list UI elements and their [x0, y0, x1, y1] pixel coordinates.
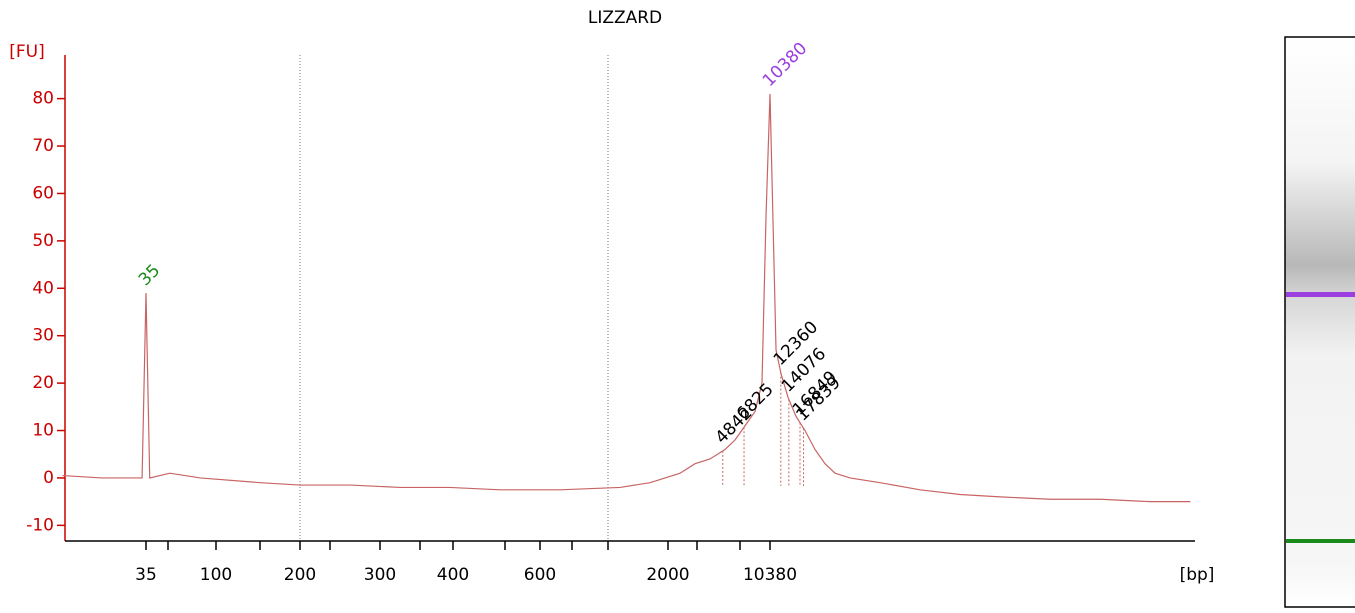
chart-title: LIZZARD — [588, 8, 662, 28]
x-tick-label: 200 — [284, 565, 316, 585]
x-tick-label: 300 — [364, 565, 396, 585]
minor-ticks — [167, 541, 741, 550]
x-tick-label: 400 — [437, 565, 469, 585]
gel-band — [1286, 292, 1355, 297]
x-tick-label: 35 — [135, 565, 157, 585]
y-tick-label: 50 — [32, 231, 54, 251]
y-tick-label: 60 — [32, 183, 54, 203]
y-tick-label: -10 — [26, 515, 54, 535]
y-tick-label: 0 — [43, 468, 54, 488]
trace — [62, 93, 1191, 503]
y-tick-label: 40 — [32, 278, 54, 298]
peak-label: 10380 — [759, 39, 811, 91]
y-tick-label: 30 — [32, 326, 54, 346]
peak-label: 35 — [135, 261, 164, 290]
y-tick-label: 80 — [32, 89, 54, 109]
y-axis-label: [FU] — [9, 42, 45, 62]
x-tick-label: 2000 — [646, 565, 689, 585]
y-tick-label: 10 — [32, 421, 54, 441]
gel-lane — [1284, 36, 1355, 608]
y-tick-label: 70 — [32, 136, 54, 156]
x-axis-label: [bp] — [1180, 565, 1215, 585]
x-tick-label: 600 — [524, 565, 556, 585]
gel-band — [1286, 539, 1355, 543]
x-tick-label: 10380 — [743, 565, 797, 585]
y-tick-label: 20 — [32, 373, 54, 393]
x-tick-label: 100 — [200, 565, 232, 585]
